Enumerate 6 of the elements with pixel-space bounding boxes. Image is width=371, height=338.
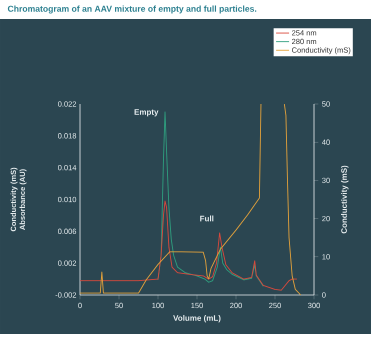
chart-title: Chromatogram of an AAV mixture of empty and full particles.: [8, 5, 256, 14]
y2-axis-title: Conductivity (mS): [341, 166, 348, 234]
annotation: Full: [200, 216, 214, 222]
x-axis-title: Volume (mL): [173, 314, 221, 322]
line-series: [158, 112, 264, 287]
annotation: Empty: [134, 109, 158, 116]
